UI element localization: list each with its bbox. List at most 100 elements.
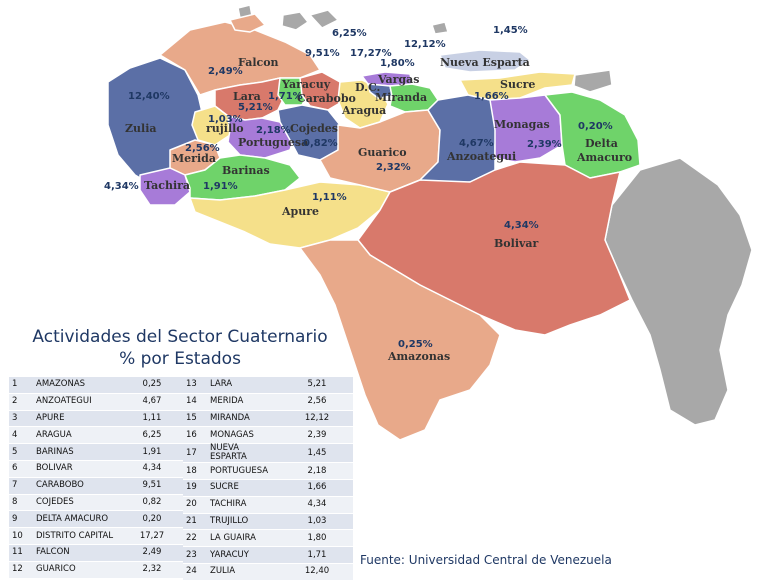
row-state: SUCRE bbox=[207, 479, 281, 497]
label-anzoategui: Anzoategui bbox=[446, 150, 516, 163]
row-number: 19 bbox=[183, 479, 207, 497]
row-value: 12,12 bbox=[281, 410, 353, 428]
pct-cojedes: 0,82% bbox=[303, 138, 338, 149]
row-value: 12,40 bbox=[281, 563, 353, 581]
pct-anzoategui: 4,67% bbox=[459, 138, 494, 149]
row-number: 21 bbox=[183, 513, 207, 531]
row-number: 13 bbox=[183, 377, 207, 394]
table-row: 8 COJEDES 0,82 bbox=[9, 494, 183, 512]
table-row: 2 ANZOATEGUI 4,67 bbox=[9, 393, 183, 411]
table-row: 19 SUCRE 1,66 bbox=[183, 479, 353, 497]
pct-delta-amacuro: 0,20% bbox=[578, 121, 613, 132]
table-row: 6 BOLIVAR 4,34 bbox=[9, 460, 183, 478]
pct-falcon: 2,49% bbox=[208, 66, 243, 77]
label-amazonas: Amazonas bbox=[387, 350, 450, 363]
row-number: 1 bbox=[9, 377, 33, 394]
table-title: Actividades del Sector Cuaternario % por… bbox=[8, 326, 352, 370]
label-yaracuy: Yaracuy bbox=[281, 78, 331, 91]
pct-merida: 2,56% bbox=[185, 143, 220, 154]
row-value: 4,67 bbox=[121, 393, 183, 411]
pct-zulia: 12,40% bbox=[128, 91, 170, 102]
row-value: 2,49 bbox=[121, 544, 183, 562]
label-miranda: Miranda bbox=[375, 91, 427, 104]
row-value: 0,20 bbox=[121, 510, 183, 529]
label-guarico: Guarico bbox=[358, 146, 407, 159]
row-state: ARAGUA bbox=[33, 426, 121, 445]
table-row: 1 AMAZONAS 0,25 bbox=[9, 377, 183, 394]
row-state: MIRANDA bbox=[207, 410, 281, 428]
row-value: 2,32 bbox=[121, 561, 183, 579]
label-sucre: Sucre bbox=[500, 78, 535, 91]
label-vargas: Vargas bbox=[377, 73, 419, 86]
row-value: 1,45 bbox=[281, 443, 353, 464]
label-merida: Merida bbox=[172, 152, 216, 165]
label-zulia: Zulia bbox=[125, 122, 157, 135]
table-row: 14 MERIDA 2,56 bbox=[183, 393, 353, 411]
row-value: 17,27 bbox=[121, 527, 183, 545]
state-nueva-esparta bbox=[439, 49, 531, 73]
pct-sucre: 1,66% bbox=[474, 91, 509, 102]
label-tachira: Tachira bbox=[144, 179, 190, 192]
pct-lara: 5,21% bbox=[238, 102, 273, 113]
pct-bolivar: 4,34% bbox=[504, 220, 539, 231]
row-number: 7 bbox=[9, 477, 33, 495]
row-value: 1,11 bbox=[121, 410, 183, 428]
state-delta-amacuro bbox=[544, 91, 641, 179]
state-portuguesa bbox=[227, 115, 296, 159]
table-row: 15 MIRANDA 12,12 bbox=[183, 410, 353, 428]
row-state: COJEDES bbox=[33, 494, 121, 512]
table-title-line1: Actividades del Sector Cuaternario bbox=[32, 327, 328, 347]
row-value: 1,80 bbox=[281, 529, 353, 548]
pct-vargas: 1,80% bbox=[380, 58, 415, 69]
row-value: 0,82 bbox=[121, 494, 183, 512]
row-state: DISTRITO CAPITAL bbox=[33, 527, 121, 545]
label-carabobo: Carabobo bbox=[297, 92, 356, 105]
label-dc: D.C. bbox=[355, 81, 380, 94]
label-aragua: Aragua bbox=[341, 104, 386, 117]
table-row: 11 FALCON 2,49 bbox=[9, 544, 183, 562]
table-row: 20 TACHIRA 4,34 bbox=[183, 496, 353, 514]
row-number: 6 bbox=[9, 460, 33, 478]
pct-dc: 17,27% bbox=[350, 48, 392, 59]
row-value: 4,34 bbox=[281, 496, 353, 514]
table-row: 5 BARINAS 1,91 bbox=[9, 443, 183, 461]
island-gray-4 bbox=[573, 69, 613, 93]
table-row: 17 NUEVA ESPARTA 1,45 bbox=[183, 443, 353, 464]
pct-monagas: 2,39% bbox=[527, 139, 562, 150]
row-value: 0,25 bbox=[121, 377, 183, 394]
row-state: BOLIVAR bbox=[33, 460, 121, 478]
label-nueva-esparta: Nueva Esparta bbox=[440, 56, 530, 69]
state-amazonas bbox=[299, 239, 501, 441]
row-state: LA GUAIRA bbox=[207, 529, 281, 548]
pct-amazonas: 0,25% bbox=[398, 339, 433, 350]
island-gray-5 bbox=[431, 21, 449, 35]
row-number: 3 bbox=[9, 410, 33, 428]
label-portuguesa: Portuguesa bbox=[238, 136, 308, 149]
row-state: APURE bbox=[33, 410, 121, 428]
row-number: 24 bbox=[183, 563, 207, 581]
island-gray-1 bbox=[281, 11, 309, 31]
state-apure bbox=[189, 181, 391, 249]
table-row: 23 YARACUY 1,71 bbox=[183, 546, 353, 564]
row-value: 2,18 bbox=[281, 462, 353, 480]
state-falcon-peninsula bbox=[229, 13, 266, 33]
row-number: 12 bbox=[9, 561, 33, 579]
table-row: 18 PORTUGUESA 2,18 bbox=[183, 462, 353, 480]
label-cojedes: Cojedes bbox=[290, 122, 338, 135]
row-value: 5,21 bbox=[281, 377, 353, 394]
table-title-line2: % por Estados bbox=[119, 349, 241, 369]
row-state: ANZOATEGUI bbox=[33, 393, 121, 411]
table-row: 10 DISTRITO CAPITAL 17,27 bbox=[9, 527, 183, 545]
states-table-left: 1 AMAZONAS 0,25 2 ANZOATEGUI 4,67 3 APURE 1,11… bbox=[9, 377, 183, 579]
label-delta-amacuro-2: Amacuro bbox=[576, 151, 632, 164]
row-number: 15 bbox=[183, 410, 207, 428]
row-number: 4 bbox=[9, 426, 33, 445]
row-number: 11 bbox=[9, 544, 33, 562]
label-barinas: Barinas bbox=[222, 164, 270, 177]
label-apure: Apure bbox=[281, 205, 319, 218]
row-number: 22 bbox=[183, 529, 207, 548]
pct-portuguesa: 2,18% bbox=[256, 125, 291, 136]
pct-apure: 1,11% bbox=[312, 192, 347, 203]
row-value: 6,25 bbox=[121, 426, 183, 445]
